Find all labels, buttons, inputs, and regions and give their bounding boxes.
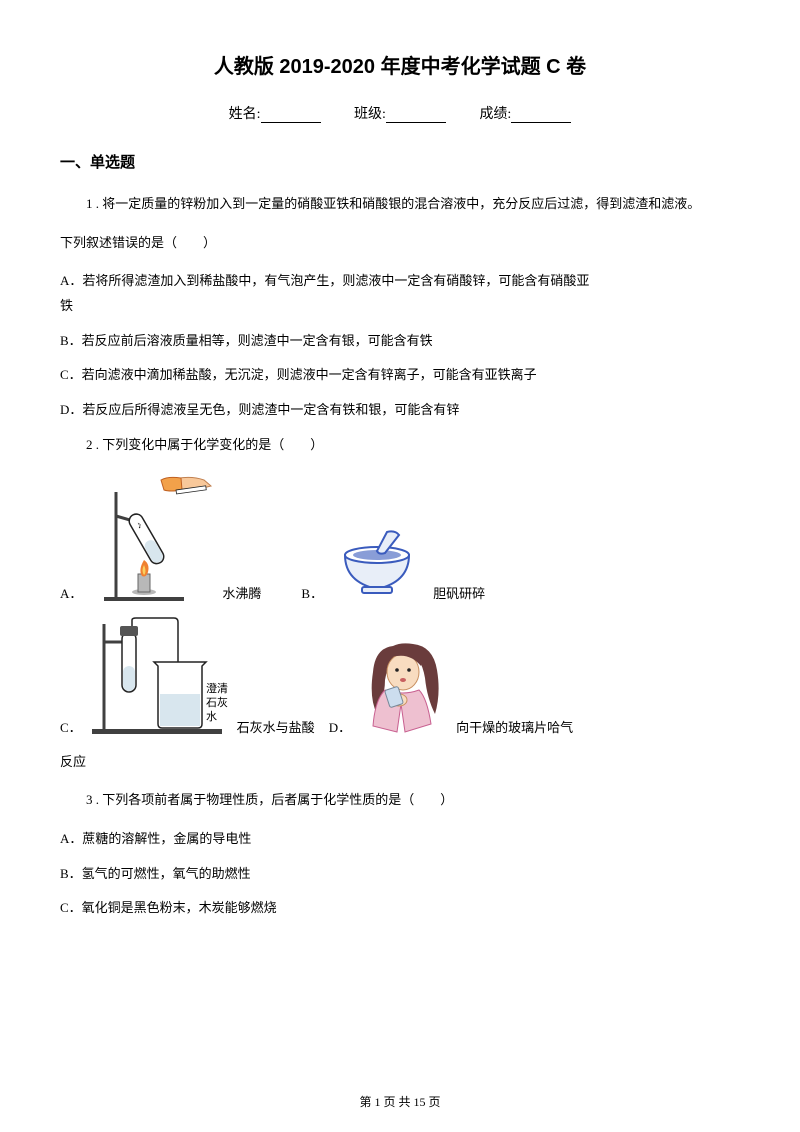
page-title: 人教版 2019-2020 年度中考化学试题 C 卷 — [60, 50, 740, 79]
section-header: 一、单选题 — [60, 151, 740, 172]
footer-suffix: 页 — [426, 1095, 441, 1109]
q2-option-d: D． 向干燥的玻璃片哈气 — [329, 636, 573, 736]
svg-text:石灰: 石灰 — [206, 695, 228, 709]
class-blank — [386, 109, 446, 123]
info-line: 姓名: 班级: 成绩: — [60, 103, 740, 123]
q2-option-a: A． ♪ — [60, 472, 261, 602]
q2-cont: 反应 — [60, 750, 740, 775]
footer-total: 15 — [414, 1095, 426, 1109]
footer-mid: 页 共 — [380, 1095, 413, 1109]
c-note-1: 澄清 — [206, 681, 228, 695]
name-blank — [261, 109, 321, 123]
q2-b-label: 胆矾研碎 — [433, 583, 485, 602]
q3-option-c: C．氧化铜是黑色粉末，木炭能够燃烧 — [60, 896, 740, 921]
q2-d-letter: D． — [329, 717, 351, 736]
q2-d-label: 向干燥的玻璃片哈气 — [456, 717, 573, 736]
figure-boiling-icon: ♪ — [86, 472, 216, 602]
figure-breathe-glass-icon — [355, 636, 450, 736]
q2-a-letter: A． — [60, 583, 82, 602]
footer-prefix: 第 — [359, 1095, 374, 1109]
q2-c-label: 石灰水与盐酸 — [237, 717, 315, 736]
q2-c-letter: C． — [60, 717, 82, 736]
q1-cont: 下列叙述错误的是（ ） — [60, 231, 740, 256]
figure-limewater-icon: 澄清 石灰 水 — [86, 616, 231, 736]
q1-option-a-cont: 铁 — [60, 294, 740, 319]
q2-row-ab: A． ♪ — [60, 472, 740, 608]
q1-option-c: C．若向滤液中滴加稀盐酸，无沉淀，则滤液中一定含有锌离子，可能含有亚铁离子 — [60, 363, 740, 388]
name-label: 姓名: — [229, 103, 261, 123]
q1-stem: 1 . 将一定质量的锌粉加入到一定量的硝酸亚铁和硝酸银的混合溶液中，充分反应后过… — [60, 192, 740, 217]
q3-stem: 3 . 下列各项前者属于物理性质，后者属于化学性质的是（ ） — [60, 788, 740, 813]
svg-text:水: 水 — [206, 710, 217, 723]
score-label: 成绩: — [479, 103, 511, 123]
q2-stem: 2 . 下列变化中属于化学变化的是（ ） — [60, 433, 740, 458]
q2-b-letter: B． — [301, 583, 323, 602]
q1-option-d: D．若反应后所得滤液呈无色，则滤渣中一定含有铁和银，可能含有锌 — [60, 398, 740, 423]
page-footer: 第 1 页 共 15 页 — [0, 1093, 800, 1110]
q3-option-b: B．氢气的可燃性，氧气的助燃性 — [60, 862, 740, 887]
q3-option-a: A．蔗糖的溶解性，金属的导电性 — [60, 827, 740, 852]
q2-option-b: B． 胆矾研碎 — [301, 472, 485, 602]
q2-a-label: 水沸腾 — [222, 583, 261, 602]
q1-option-b: B．若反应前后溶液质量相等，则滤渣中一定含有银，可能含有铁 — [60, 329, 740, 354]
q2-row-cd: C． 澄清 石灰 水 石灰水与盐酸 D． — [60, 616, 740, 742]
q1-option-a: A．若将所得滤渣加入到稀盐酸中，有气泡产生，则滤液中一定含有硝酸锌，可能含有硝酸… — [60, 269, 740, 294]
figure-mortar-icon — [327, 527, 427, 602]
class-label: 班级: — [354, 103, 386, 123]
score-blank — [511, 109, 571, 123]
q2-option-c: C． 澄清 石灰 水 石灰水与盐酸 — [60, 616, 315, 736]
